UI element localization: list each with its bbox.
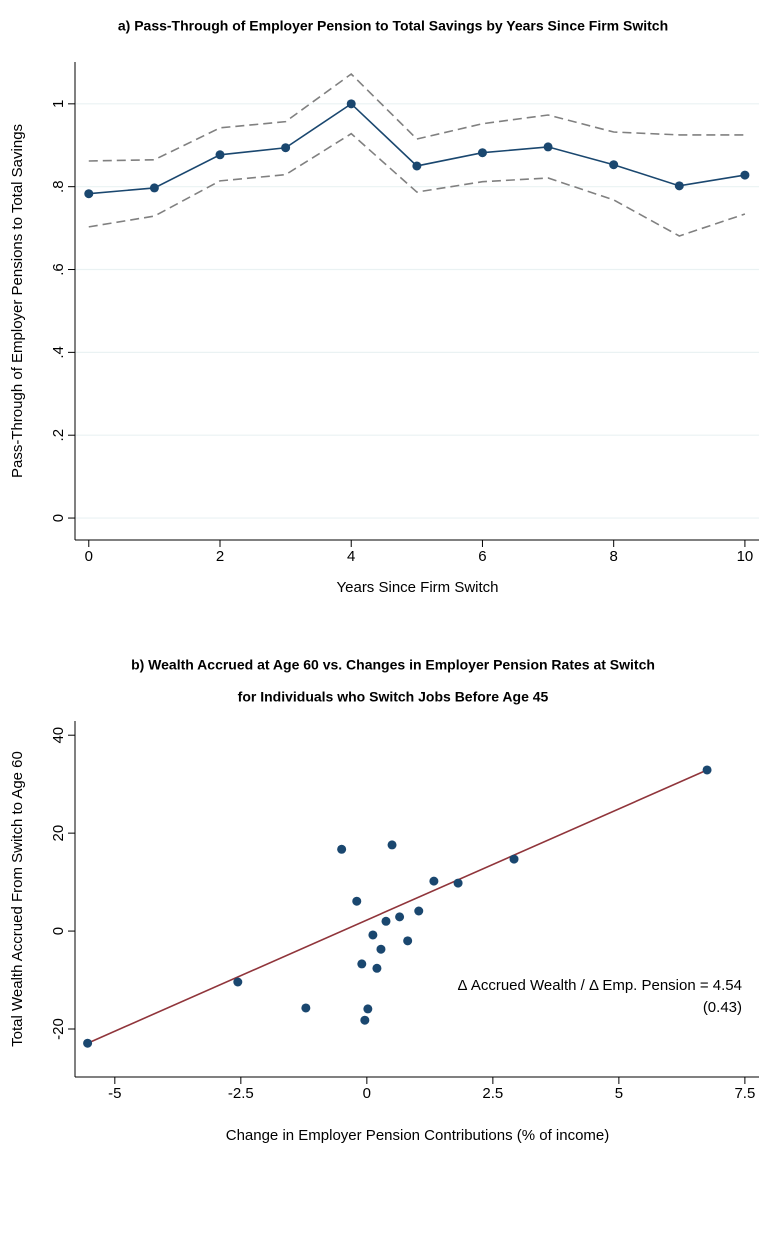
y-axis-label: Pass-Through of Employer Pensions to Tot… [9,124,26,478]
scatter-point [376,944,386,954]
scatter-point [352,896,362,906]
y-tick-label: 0 [50,927,67,935]
y-tick-label: 1 [50,100,67,108]
x-tick-label: 6 [478,548,486,565]
marker [346,99,356,109]
x-axis-label: Change in Employer Pension Contributions… [226,1127,610,1144]
scatter-point [509,854,519,864]
x-tick-label: 2.5 [482,1085,503,1102]
chart-title: a) Pass-Through of Employer Pension to T… [118,18,668,34]
scatter-point [337,844,347,854]
scatter-point [363,1004,373,1014]
y-tick-label: .4 [50,346,67,359]
scatter-point [702,765,712,775]
x-tick-label: 0 [85,548,93,565]
marker [477,148,487,158]
scatter-point [233,977,243,987]
x-tick-label: 4 [347,548,355,565]
x-tick-label: -5 [108,1085,121,1102]
marker [543,142,553,152]
scatter-point [395,912,405,922]
x-tick-label: 7.5 [734,1085,755,1102]
ci-line [88,72,745,162]
scatter-point [83,1038,93,1048]
y-tick-label: 20 [50,825,67,842]
marker [412,161,422,171]
marker [609,160,619,170]
scatter-point [372,963,382,973]
x-tick-label: 0 [363,1085,371,1102]
y-axis-label: Total Wealth Accrued From Switch to Age … [9,751,26,1047]
scatter-point [360,1015,370,1025]
scatter-point [403,936,413,946]
y-tick-label: .2 [50,429,67,442]
scatter-point [381,916,391,926]
scatter-point [301,1003,311,1013]
x-tick-label: 2 [216,548,224,565]
annotation: (0.43) [703,999,742,1016]
scatter-point [414,906,424,916]
x-tick-label: 10 [737,548,754,565]
marker [740,170,750,180]
x-tick-label: -2.5 [228,1085,254,1102]
marker [215,150,225,160]
scatter-point [429,876,439,886]
y-tick-label: .8 [50,180,67,193]
x-tick-label: 5 [615,1085,623,1102]
marker [149,183,159,193]
x-axis-label: Years Since Firm Switch [337,579,499,596]
x-tick-label: 8 [610,548,618,565]
scatter-point [453,878,463,888]
y-tick-label: .6 [50,263,67,276]
marker [674,181,684,191]
y-tick-label: -20 [50,1018,67,1040]
scatter-point [357,959,367,969]
y-tick-label: 40 [50,727,67,744]
annotation: Δ Accrued Wealth / Δ Emp. Pension = 4.54 [457,977,742,994]
y-tick-label: 0 [50,514,67,522]
marker [281,143,291,153]
chart-subtitle: for Individuals who Switch Jobs Before A… [238,689,549,705]
fit-line [87,769,708,1044]
scatter-point [387,840,397,850]
ci-line [88,132,746,237]
scatter-point [368,930,378,940]
marker [84,189,94,199]
chart-title: b) Wealth Accrued at Age 60 vs. Changes … [131,657,655,673]
